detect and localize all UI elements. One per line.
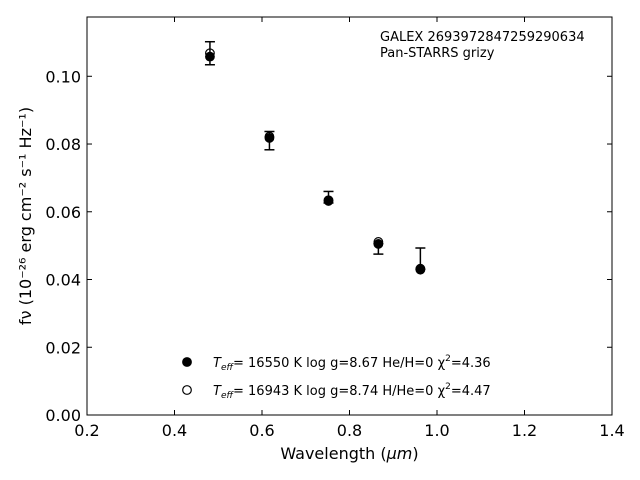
model-point-open [323,195,334,206]
x-tick-label: 1.0 [424,421,449,440]
observed-errorbars [204,40,426,271]
legend-label: Teff= 16943 K log g=8.74 H/He=0 χ2=4.47 [213,382,491,401]
annotation-line-2: Pan-STARRS grizy [380,46,495,61]
y-axis-label: fν (10⁻²⁶ erg cm⁻² s⁻¹ Hz⁻¹) [16,107,35,325]
x-tick-label: 1.4 [599,421,624,440]
x-tick-label: 0.6 [249,421,274,440]
y-axis: 0.00 0.02 0.04 0.06 0.08 0.10 [45,67,612,425]
y-tick-label: 0.02 [45,338,81,357]
y-tick-label: 0.00 [45,406,81,425]
legend-marker [182,357,192,367]
x-axis-label: Wavelength (μm) [280,444,418,463]
y-tick-label: 0.10 [45,67,81,86]
model-markers [205,48,426,275]
y-tick-label: 0.04 [45,271,81,290]
model-point-open [205,48,215,59]
annotation-line-1: GALEX 2693972847259290634 [380,30,585,45]
x-tick-label: 0.2 [74,421,99,440]
legend-label: Teff= 16550 K log g=8.67 He/H=0 χ2=4.36 [213,354,491,373]
target-annotation: GALEX 2693972847259290634 Pan-STARRS gri… [380,30,585,61]
model-point-filled [205,51,215,62]
x-tick-label: 0.8 [337,421,362,440]
legend-marker [182,385,192,395]
model-point-open [415,263,426,274]
model-point-filled [373,239,384,249]
legend: Teff= 16550 K log g=8.67 He/H=0 χ2=4.36 T… [182,354,491,401]
model-point-open [373,237,384,247]
model-point-open [264,131,275,142]
x-tick-label: 1.2 [512,421,537,440]
x-tick-label: 0.4 [162,421,187,440]
y-tick-label: 0.08 [45,135,81,154]
y-tick-label: 0.06 [45,203,81,222]
x-axis: 0.2 0.4 0.6 0.8 1.0 1.2 1.4 [74,17,625,440]
